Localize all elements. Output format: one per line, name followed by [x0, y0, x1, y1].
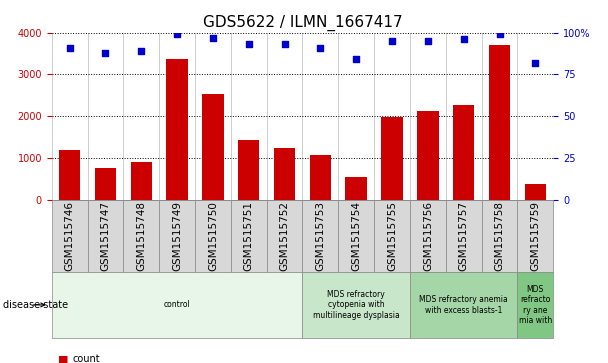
Point — [316, 45, 325, 50]
Point — [244, 41, 254, 47]
Bar — [95, 168, 116, 200]
Bar — [525, 184, 546, 200]
Text: MDS refractory
cytopenia with
multilineage dysplasia: MDS refractory cytopenia with multilinea… — [313, 290, 399, 320]
Point — [280, 41, 289, 47]
Point — [387, 38, 397, 44]
Bar — [167, 58, 188, 200]
Text: GSM1515757: GSM1515757 — [458, 201, 469, 271]
Point — [64, 45, 74, 50]
Text: GSM1515759: GSM1515759 — [530, 201, 541, 271]
Point — [351, 57, 361, 62]
Point — [172, 32, 182, 37]
Bar — [309, 155, 331, 200]
Text: GSM1515749: GSM1515749 — [172, 201, 182, 271]
Text: GSM1515754: GSM1515754 — [351, 201, 361, 271]
Bar — [131, 162, 152, 200]
Text: GSM1515752: GSM1515752 — [280, 201, 289, 271]
Bar — [381, 117, 402, 200]
Text: disease state: disease state — [3, 300, 68, 310]
Bar — [238, 140, 260, 200]
Text: MDS
refracto
ry ane
mia with: MDS refracto ry ane mia with — [519, 285, 552, 325]
Bar — [345, 177, 367, 200]
Bar — [274, 148, 295, 200]
Text: GSM1515748: GSM1515748 — [136, 201, 147, 271]
Text: GSM1515758: GSM1515758 — [494, 201, 505, 271]
Text: control: control — [164, 301, 190, 309]
Point — [459, 36, 469, 42]
Bar — [453, 105, 474, 200]
Text: GSM1515753: GSM1515753 — [316, 201, 325, 271]
Point — [531, 60, 541, 66]
Bar — [202, 94, 224, 200]
Text: GSM1515751: GSM1515751 — [244, 201, 254, 271]
Text: GSM1515756: GSM1515756 — [423, 201, 433, 271]
Text: GSM1515755: GSM1515755 — [387, 201, 397, 271]
Bar — [489, 45, 510, 200]
Point — [495, 32, 505, 37]
Text: ■: ■ — [58, 354, 68, 363]
Text: GSM1515747: GSM1515747 — [100, 201, 111, 271]
Text: MDS refractory anemia
with excess blasts-1: MDS refractory anemia with excess blasts… — [420, 295, 508, 315]
Text: GSM1515746: GSM1515746 — [64, 201, 75, 271]
Bar — [59, 150, 80, 200]
Title: GDS5622 / ILMN_1667417: GDS5622 / ILMN_1667417 — [202, 15, 402, 31]
Text: count: count — [73, 354, 100, 363]
Point — [100, 50, 110, 56]
Bar — [417, 111, 438, 200]
Point — [208, 35, 218, 41]
Point — [423, 38, 433, 44]
Point — [136, 48, 146, 54]
Text: GSM1515750: GSM1515750 — [208, 201, 218, 271]
